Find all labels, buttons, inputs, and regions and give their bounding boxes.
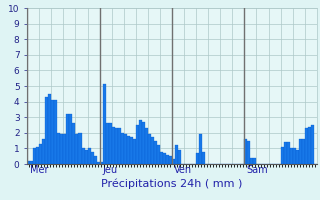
Bar	[127, 136, 130, 164]
Bar	[154, 141, 157, 164]
Bar	[142, 122, 145, 164]
Bar	[57, 133, 60, 164]
Bar	[106, 123, 109, 164]
Bar	[67, 114, 69, 164]
Bar	[91, 152, 93, 164]
Bar	[148, 134, 151, 164]
Bar	[63, 134, 67, 164]
Bar	[296, 150, 299, 164]
Bar	[253, 158, 256, 164]
Bar	[36, 147, 39, 164]
Bar	[76, 134, 78, 164]
Bar	[281, 147, 284, 164]
Bar	[287, 142, 290, 164]
Bar	[130, 137, 133, 164]
Bar	[82, 148, 84, 164]
Bar	[311, 125, 314, 164]
Bar	[78, 133, 82, 164]
Bar	[72, 123, 76, 164]
Bar	[290, 148, 293, 164]
Bar	[151, 137, 154, 164]
Bar	[305, 128, 308, 164]
Bar	[166, 155, 169, 164]
Bar	[139, 120, 142, 164]
Bar	[33, 148, 36, 164]
Bar	[160, 152, 163, 164]
Bar	[299, 139, 302, 164]
Bar	[100, 162, 103, 164]
Bar	[251, 158, 253, 164]
Bar	[27, 161, 30, 164]
Bar	[84, 150, 88, 164]
Bar	[172, 159, 175, 164]
Bar	[157, 145, 160, 164]
Bar	[308, 127, 311, 164]
Bar	[54, 100, 57, 164]
Bar	[51, 100, 54, 164]
Bar	[93, 156, 97, 164]
Bar	[115, 128, 118, 164]
X-axis label: Précipitations 24h ( mm ): Précipitations 24h ( mm )	[101, 178, 243, 189]
Bar	[133, 139, 136, 164]
Bar	[60, 134, 63, 164]
Bar	[42, 139, 45, 164]
Bar	[169, 156, 172, 164]
Bar	[284, 142, 287, 164]
Bar	[145, 128, 148, 164]
Bar	[302, 139, 305, 164]
Bar	[69, 114, 72, 164]
Bar	[103, 84, 106, 164]
Bar	[136, 125, 139, 164]
Bar	[30, 161, 33, 164]
Bar	[244, 139, 247, 164]
Bar	[97, 162, 100, 164]
Bar	[202, 152, 205, 164]
Bar	[39, 144, 42, 164]
Bar	[124, 134, 127, 164]
Bar	[45, 97, 48, 164]
Bar	[199, 134, 202, 164]
Bar	[175, 145, 178, 164]
Bar	[121, 133, 124, 164]
Bar	[118, 128, 121, 164]
Bar	[247, 141, 251, 164]
Bar	[88, 148, 91, 164]
Bar	[48, 94, 51, 164]
Bar	[109, 123, 112, 164]
Bar	[163, 153, 166, 164]
Bar	[196, 153, 199, 164]
Bar	[178, 150, 181, 164]
Bar	[293, 148, 296, 164]
Bar	[112, 127, 115, 164]
